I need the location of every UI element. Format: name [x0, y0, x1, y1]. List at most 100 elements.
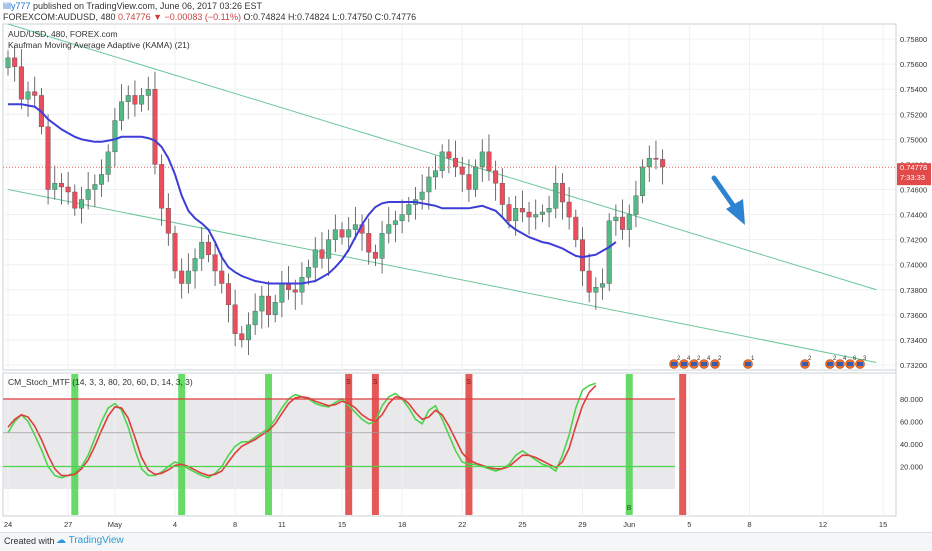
tradingview-logo[interactable]: ☁ TradingView [56, 535, 124, 546]
candle[interactable] [52, 165, 58, 200]
event-badge[interactable]: 6 [845, 356, 858, 369]
candle[interactable] [439, 144, 445, 179]
sell-signal-bar[interactable] [345, 374, 353, 515]
author-link[interactable]: lilly777 [3, 1, 31, 11]
candle[interactable] [586, 253, 592, 303]
candle[interactable] [346, 217, 352, 253]
candle[interactable] [326, 229, 332, 276]
candle[interactable] [533, 199, 539, 230]
candle[interactable] [32, 76, 38, 108]
candle[interactable] [332, 214, 338, 253]
candle[interactable] [159, 154, 165, 226]
event-badge[interactable]: 2 [800, 356, 813, 369]
candle[interactable] [499, 168, 505, 218]
candle[interactable] [5, 50, 11, 76]
candle[interactable] [433, 155, 439, 190]
candle[interactable] [292, 279, 298, 310]
candle[interactable] [232, 289, 238, 347]
event-badge[interactable]: 2 [689, 356, 702, 369]
candle[interactable] [600, 268, 606, 300]
event-badge[interactable]: 2 [710, 356, 723, 369]
candle[interactable] [386, 207, 392, 244]
candle[interactable] [125, 85, 131, 120]
event-badge[interactable]: 4 [699, 356, 712, 369]
candle[interactable] [633, 180, 639, 228]
candle[interactable] [573, 209, 579, 248]
candle[interactable] [660, 149, 666, 185]
candle[interactable] [78, 186, 84, 224]
candle[interactable] [239, 326, 245, 348]
candle[interactable] [219, 253, 225, 294]
sell-signal-bar[interactable] [679, 374, 687, 515]
candle[interactable] [85, 171, 91, 210]
candle[interactable] [266, 280, 272, 328]
down-arrow-annotation[interactable] [711, 175, 745, 225]
candle[interactable] [272, 294, 278, 323]
candle[interactable] [145, 76, 151, 111]
candle[interactable] [613, 204, 619, 236]
candle[interactable] [626, 204, 632, 248]
candle[interactable] [172, 225, 178, 279]
candle[interactable] [646, 145, 652, 182]
candle[interactable] [546, 195, 552, 228]
candle[interactable] [18, 49, 24, 110]
event-badge[interactable]: 4 [679, 356, 692, 369]
candle[interactable] [252, 293, 258, 335]
buy-signal-bar[interactable] [625, 374, 633, 515]
candle[interactable] [185, 253, 191, 294]
candle[interactable] [372, 244, 378, 266]
candle[interactable] [392, 210, 398, 243]
candle[interactable] [319, 232, 325, 269]
candle[interactable] [553, 165, 559, 219]
candle[interactable] [65, 171, 71, 205]
event-badge[interactable]: 4 [835, 356, 848, 369]
candle[interactable] [426, 166, 432, 210]
event-badge[interactable]: 1 [743, 356, 756, 369]
candle[interactable] [112, 107, 118, 167]
sell-signal-bar[interactable] [371, 374, 379, 515]
candle[interactable] [446, 139, 452, 174]
candle[interactable] [399, 199, 405, 234]
candle[interactable] [199, 227, 205, 271]
candle[interactable] [72, 184, 78, 216]
candle[interactable] [132, 80, 138, 117]
candle[interactable] [606, 213, 612, 292]
buy-signal-bar[interactable] [265, 374, 273, 515]
candle[interactable] [105, 144, 111, 182]
candle[interactable] [165, 193, 171, 246]
price-pane[interactable] [2, 23, 897, 371]
candle[interactable] [312, 237, 318, 283]
candle[interactable] [212, 242, 218, 287]
candle[interactable] [92, 174, 98, 208]
candle[interactable] [379, 220, 385, 274]
candle[interactable] [192, 248, 198, 289]
candle[interactable] [152, 71, 158, 175]
candle[interactable] [466, 159, 472, 203]
event-badge[interactable]: 2 [669, 356, 682, 369]
candle[interactable] [58, 173, 64, 205]
candle[interactable] [486, 134, 492, 181]
candle[interactable] [566, 186, 572, 230]
candle[interactable] [479, 139, 485, 182]
candle[interactable] [205, 234, 211, 263]
candle[interactable] [366, 218, 372, 265]
candle[interactable] [99, 159, 105, 197]
candle[interactable] [25, 81, 31, 117]
candle[interactable] [225, 273, 231, 323]
candle[interactable] [559, 173, 565, 220]
buy-signal-bar[interactable] [178, 374, 186, 515]
candle[interactable] [352, 207, 358, 240]
candle[interactable] [245, 312, 251, 355]
candle[interactable] [473, 159, 479, 197]
candle[interactable] [526, 202, 532, 235]
stoch-d-line[interactable] [7, 384, 597, 477]
candle[interactable] [179, 258, 185, 299]
candle[interactable] [139, 87, 145, 112]
buy-signal-bar[interactable] [71, 374, 79, 515]
candle[interactable] [259, 286, 265, 329]
candle[interactable] [453, 140, 459, 177]
candle[interactable] [539, 204, 545, 223]
sell-signal-bar[interactable] [465, 374, 473, 515]
candle[interactable] [12, 45, 18, 82]
